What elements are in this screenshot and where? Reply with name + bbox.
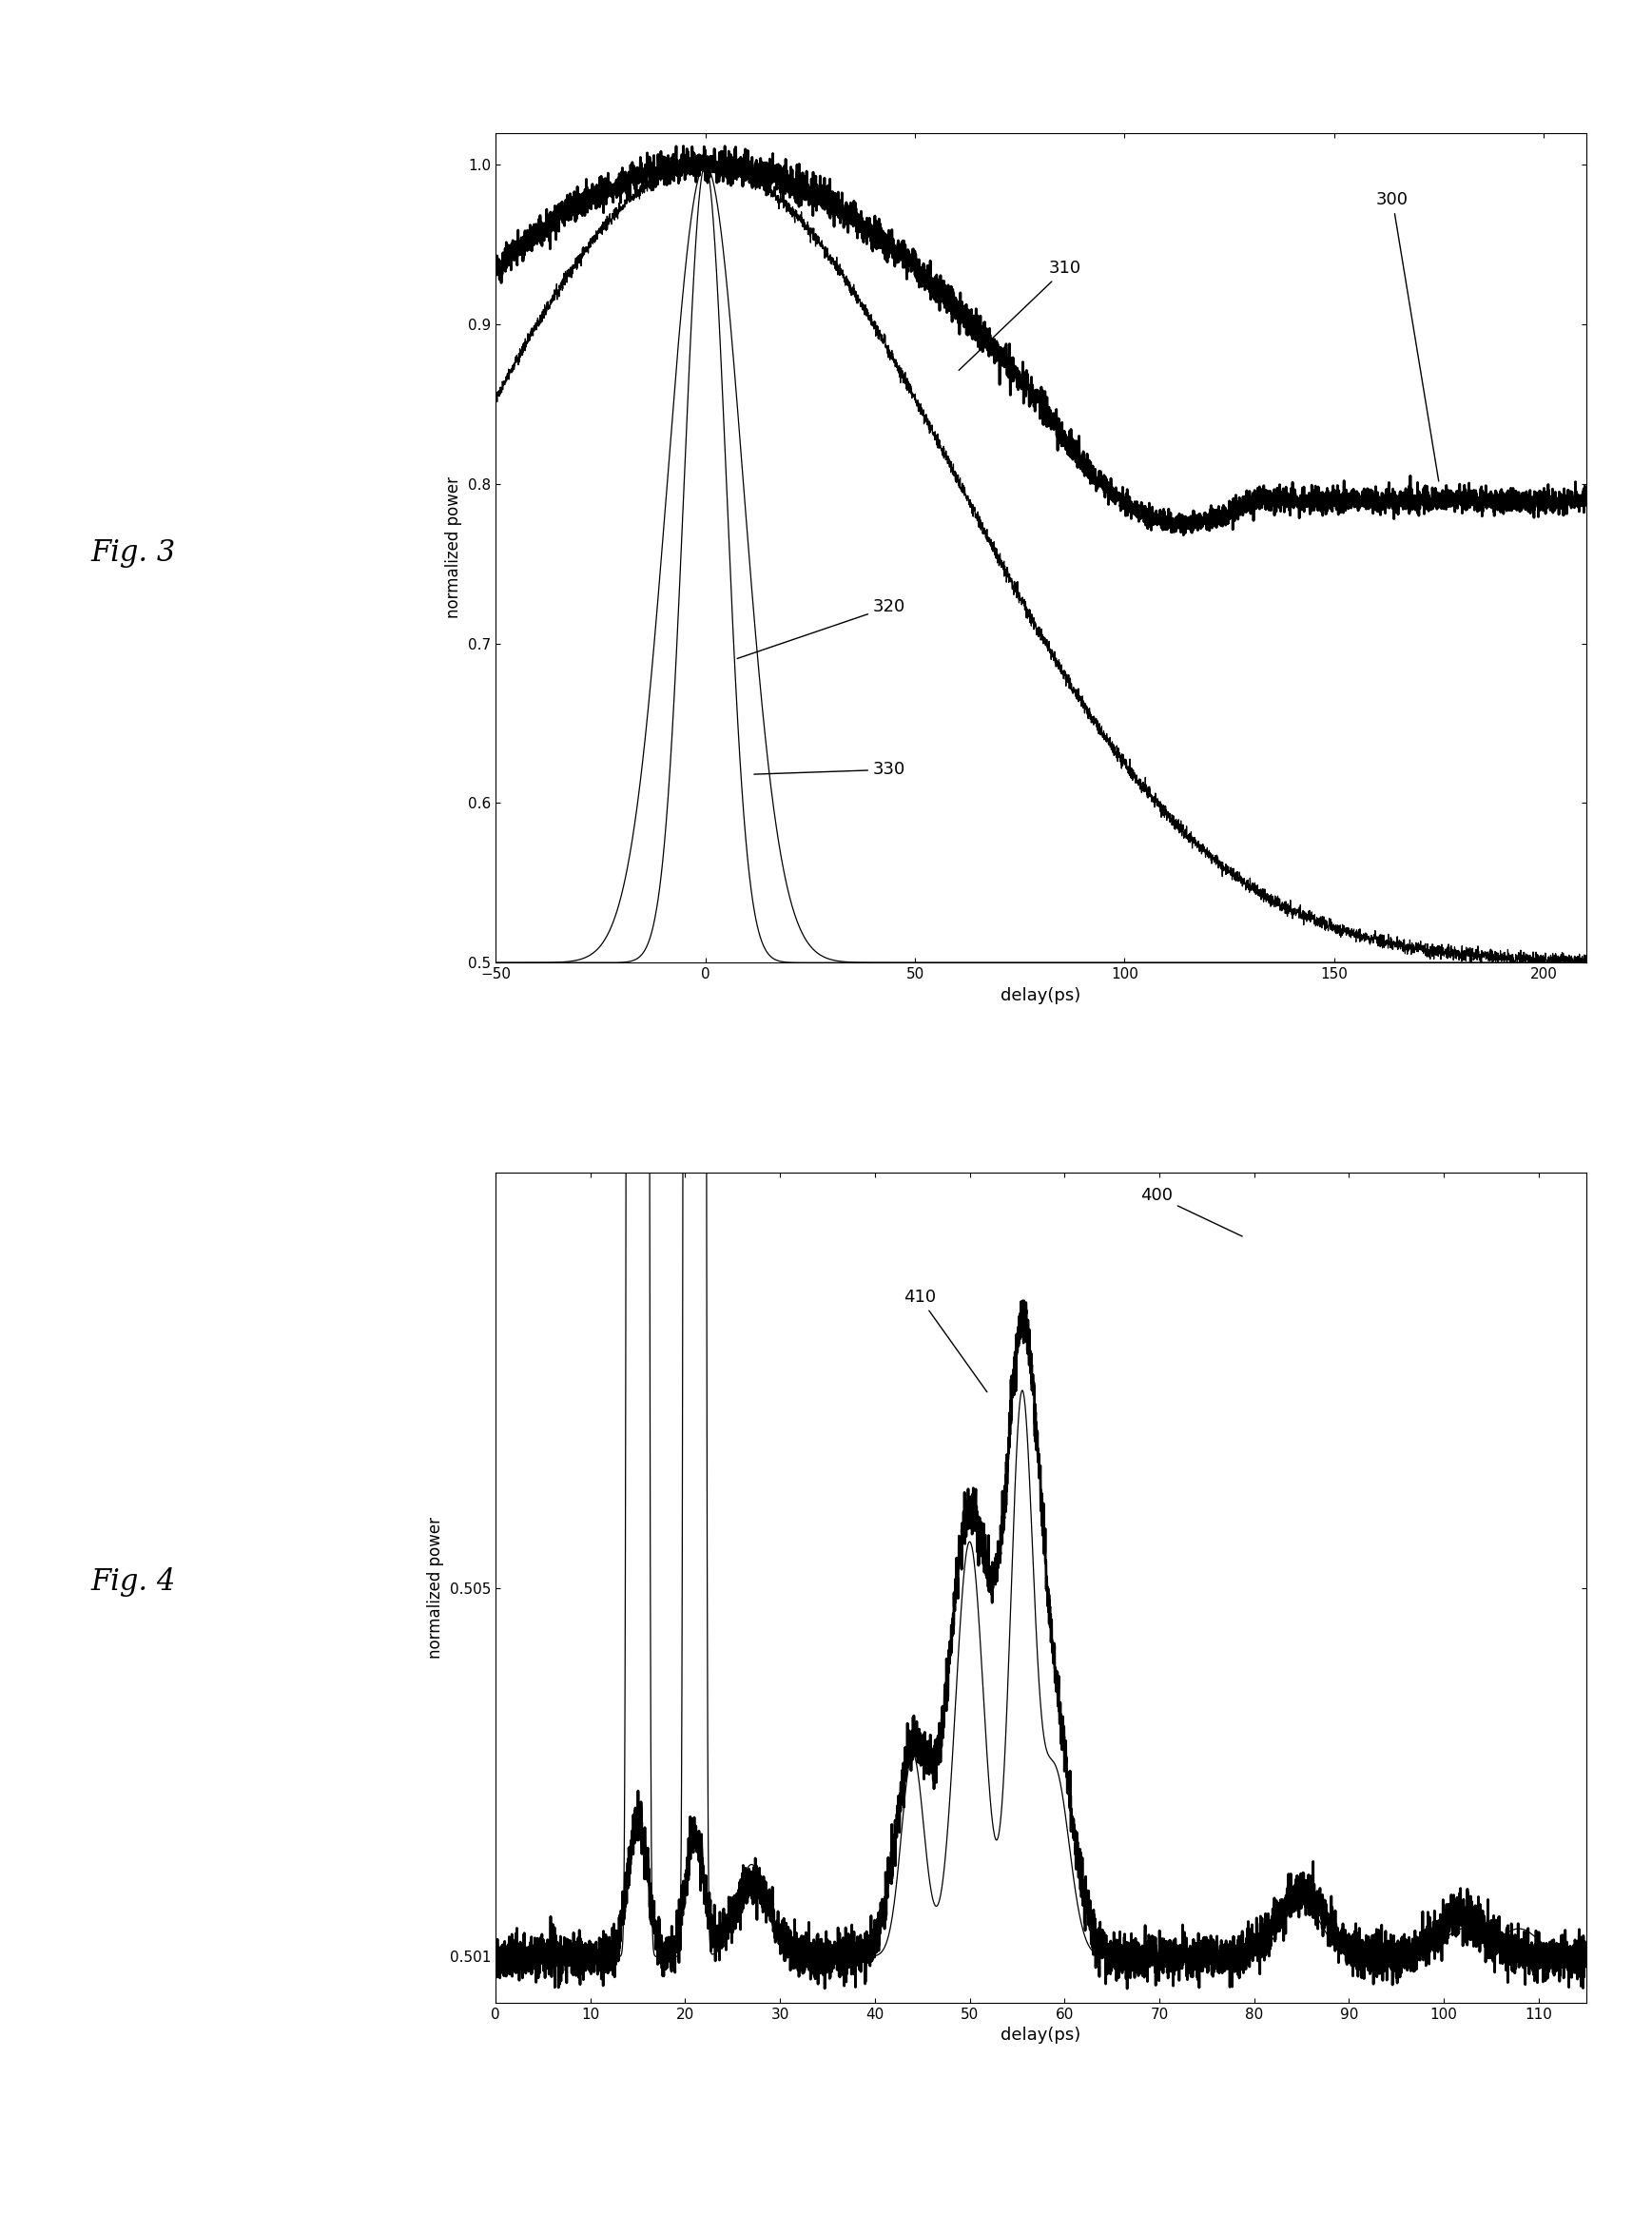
X-axis label: delay(ps): delay(ps) bbox=[1001, 987, 1080, 1005]
X-axis label: delay(ps): delay(ps) bbox=[1001, 2027, 1080, 2045]
Y-axis label: normalized power: normalized power bbox=[428, 1516, 444, 1660]
Text: 330: 330 bbox=[753, 761, 905, 779]
Y-axis label: normalized power: normalized power bbox=[446, 476, 463, 620]
Text: 400: 400 bbox=[1140, 1186, 1242, 1237]
Text: 410: 410 bbox=[904, 1288, 988, 1392]
Text: Fig. 4: Fig. 4 bbox=[91, 1567, 175, 1598]
Text: Fig. 3: Fig. 3 bbox=[91, 538, 175, 569]
Text: 310: 310 bbox=[958, 259, 1082, 370]
Text: 300: 300 bbox=[1376, 190, 1439, 480]
Text: 320: 320 bbox=[737, 598, 905, 659]
